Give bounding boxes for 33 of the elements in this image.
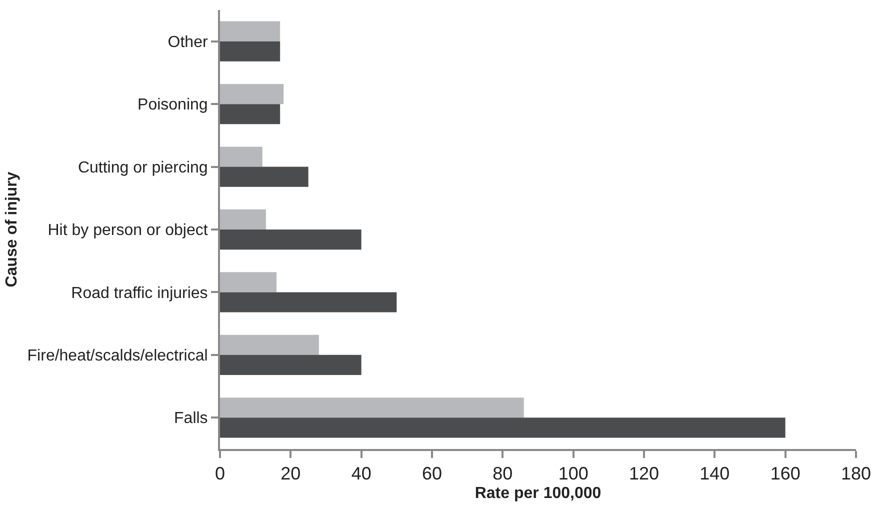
y-tick-label: Fire/heat/scalds/electrical (27, 348, 208, 365)
bar (220, 230, 362, 250)
bar (220, 166, 308, 187)
bar (220, 21, 280, 42)
bar (220, 398, 524, 418)
x-axis-title: Rate per 100,000 (474, 484, 602, 502)
y-tick-label: Poisoning (138, 96, 208, 114)
y-tick-label: Road traffic injuries (71, 284, 208, 302)
x-tick-label: 100 (558, 464, 588, 484)
x-tick-label: 140 (700, 464, 730, 484)
y-tick-label: Falls (174, 410, 208, 428)
x-tick-label: 0 (214, 464, 226, 484)
y-tick-label: Cutting or piercing (78, 159, 208, 176)
bar (220, 209, 266, 230)
x-tick-label: 40 (351, 464, 372, 484)
y-tick-label: Hit by person or object (48, 222, 208, 240)
x-tick-label: 180 (840, 464, 872, 484)
bar (220, 146, 262, 167)
bar (220, 272, 277, 292)
y-axis-title: Cause of injury (4, 172, 21, 288)
bar (220, 292, 397, 312)
bar (220, 41, 280, 62)
x-tick-label: 20 (280, 464, 301, 484)
bar (220, 418, 786, 438)
x-tick-label: 80 (492, 464, 513, 484)
y-tick-label: Other (168, 34, 208, 51)
x-tick-label: 60 (422, 464, 442, 484)
bar (220, 334, 319, 355)
bar (220, 354, 362, 375)
x-tick-label: 120 (628, 464, 660, 484)
bar (220, 84, 284, 104)
bar (220, 104, 280, 124)
x-tick-label: 160 (770, 464, 800, 484)
